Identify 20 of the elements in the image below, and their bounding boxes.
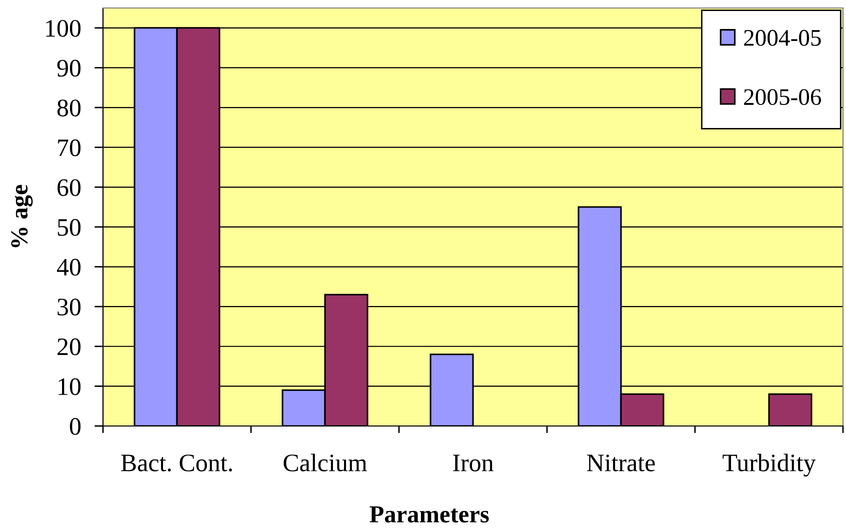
x-tick-label: Iron xyxy=(453,454,494,472)
y-tick-label: 40 xyxy=(56,258,81,276)
legend-label: 2005-06 xyxy=(744,89,822,106)
x-axis-title: Parameters xyxy=(370,506,489,523)
y-tick-label: 20 xyxy=(58,338,81,356)
y-tick-label: 60 xyxy=(58,179,81,196)
y-tick-label: 100 xyxy=(46,20,81,37)
y-tick-label: 0 xyxy=(70,418,81,435)
legend-label: 2004-05 xyxy=(744,30,821,46)
x-tick-label: Turbidity xyxy=(722,454,816,477)
y-tick-label: 30 xyxy=(58,298,81,316)
x-tick-label: Calcium xyxy=(284,454,367,472)
y-tick-label: 90 xyxy=(57,60,81,77)
x-tick-label: Bact. Cont. xyxy=(121,454,232,472)
y-tick-label: 50 xyxy=(58,219,81,236)
x-tick-label: Nitrate xyxy=(587,454,655,472)
y-axis-title: % age xyxy=(11,184,33,248)
y-tick-label: 80 xyxy=(57,100,81,116)
y-tick-label: 10 xyxy=(58,378,81,396)
y-tick-label: 70 xyxy=(58,139,81,156)
